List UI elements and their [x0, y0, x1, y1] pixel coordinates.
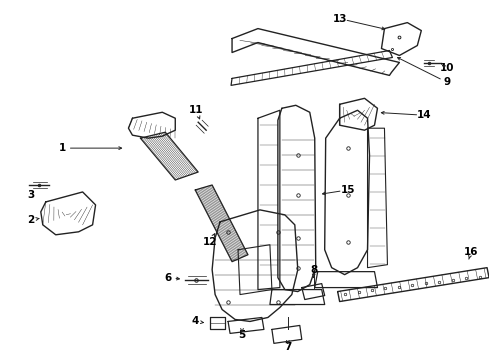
- Text: 16: 16: [464, 247, 478, 257]
- Text: 9: 9: [443, 77, 451, 87]
- Text: 11: 11: [189, 105, 203, 115]
- Text: 14: 14: [417, 110, 432, 120]
- Text: 6: 6: [165, 273, 172, 283]
- Text: 15: 15: [341, 185, 355, 195]
- Text: 12: 12: [203, 237, 218, 247]
- Text: 2: 2: [27, 215, 34, 225]
- Text: 1: 1: [59, 143, 66, 153]
- Text: 7: 7: [284, 342, 292, 352]
- Text: 10: 10: [440, 63, 454, 73]
- Text: 5: 5: [239, 330, 245, 341]
- Text: 13: 13: [332, 14, 347, 24]
- Text: 4: 4: [192, 316, 199, 327]
- Text: 8: 8: [310, 265, 318, 275]
- Text: 3: 3: [27, 190, 34, 200]
